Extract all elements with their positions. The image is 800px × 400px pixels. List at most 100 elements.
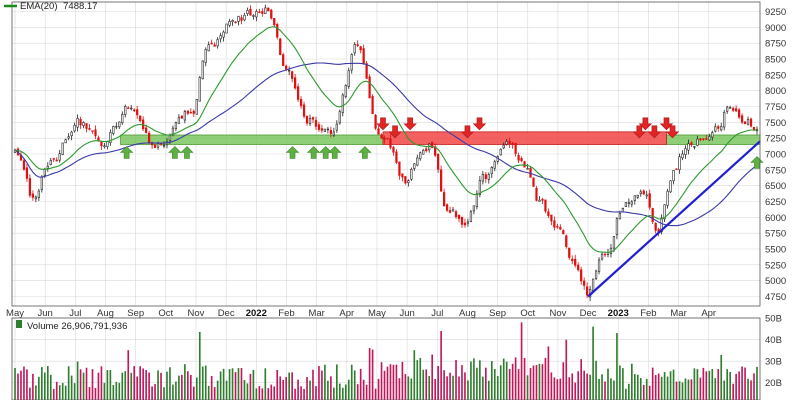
support-arrow-icon <box>180 146 194 159</box>
volume-bar <box>505 361 508 400</box>
candle <box>311 117 315 120</box>
candles <box>13 4 759 302</box>
support-arrow-icon <box>328 146 342 159</box>
volume-bar <box>216 380 219 400</box>
candle <box>735 108 738 112</box>
candle <box>472 205 476 212</box>
volume-bar <box>690 379 693 400</box>
candle <box>553 220 556 228</box>
volume-bar <box>324 364 326 400</box>
volume-tick-label: 50B <box>765 314 782 325</box>
candle <box>591 278 595 291</box>
volume-bar <box>88 387 91 400</box>
volume-bar <box>613 380 615 400</box>
volume-bar <box>38 376 40 400</box>
volume-bar <box>306 376 308 400</box>
volume-bar <box>67 366 70 400</box>
candle <box>168 134 172 141</box>
volume-bar <box>660 376 663 400</box>
month-axis: May Jun Jul Aug Sep Oct Nov Dec 2022 Feb Mar Apr May… <box>6 308 716 319</box>
volume-bar <box>693 368 696 400</box>
volume-bar <box>136 376 139 400</box>
month-tick-label: May <box>368 308 386 319</box>
volume-bar <box>118 382 121 400</box>
month-tick-label: Jul <box>431 308 443 319</box>
volume-bar <box>207 385 210 400</box>
candle <box>335 123 338 131</box>
volume-bar <box>657 373 660 400</box>
candle <box>145 127 148 133</box>
volume-bar <box>35 385 37 400</box>
candle <box>460 216 464 225</box>
candle <box>478 180 481 195</box>
volume-bar <box>508 368 511 400</box>
volume-bar <box>607 368 609 400</box>
price-tick-label: 5750 <box>765 229 786 240</box>
candle <box>445 204 449 211</box>
candle <box>618 213 622 220</box>
month-tick-label: Sep <box>489 308 506 319</box>
volume-bar <box>645 379 648 400</box>
candle <box>419 152 422 160</box>
volume-bar <box>663 372 666 400</box>
volume-bar <box>467 380 469 400</box>
resistance-arrow-icon <box>460 125 475 139</box>
candle <box>332 131 335 136</box>
candle <box>317 124 321 130</box>
price-tick-label: 9000 <box>765 23 786 34</box>
volume-bar <box>356 384 359 400</box>
price-tick-label: 7500 <box>765 118 786 129</box>
candle <box>180 115 184 119</box>
volume-bar <box>145 370 147 400</box>
candle <box>150 141 154 146</box>
candle <box>565 235 568 247</box>
candle <box>413 163 416 169</box>
volume-bar <box>148 372 150 400</box>
volume-bar <box>154 384 156 400</box>
month-tick-label: Sep <box>127 308 144 319</box>
candle <box>82 122 85 126</box>
candle <box>25 167 29 179</box>
volume-bar <box>315 386 317 400</box>
volume-bar <box>213 387 216 400</box>
candle <box>341 94 344 113</box>
volume-bar <box>744 367 746 400</box>
volume-bar <box>338 383 341 400</box>
candle <box>171 127 175 135</box>
candle <box>532 177 535 187</box>
candle <box>457 214 461 219</box>
volume-bar <box>330 376 332 400</box>
candle <box>204 49 207 63</box>
volume-bar <box>297 379 299 400</box>
volume-bar <box>705 371 708 400</box>
volume-bar <box>231 368 234 400</box>
candle <box>466 221 470 224</box>
resistance-arrow-icon <box>647 125 662 139</box>
volume-bar <box>279 376 282 400</box>
candle <box>279 38 282 56</box>
candle <box>28 178 32 196</box>
candle <box>133 109 136 112</box>
volume-bar <box>333 387 335 400</box>
volume-bar <box>91 369 94 400</box>
candle <box>365 63 368 79</box>
candle <box>192 110 195 114</box>
volume-bar <box>264 368 267 400</box>
sma50-line <box>14 62 758 227</box>
candle <box>410 169 413 180</box>
candle <box>535 187 538 201</box>
candle <box>320 128 324 131</box>
candle <box>702 138 705 140</box>
volume-bar <box>544 357 547 400</box>
volume-bar <box>139 366 141 400</box>
volume-bar <box>443 370 445 400</box>
volume-bar <box>559 378 562 400</box>
volume-bar <box>392 364 395 400</box>
volume-bar <box>100 366 103 400</box>
volume-bar <box>732 383 734 400</box>
volume-bar <box>648 385 651 400</box>
candle <box>654 223 657 231</box>
volume-legend-swatch <box>16 320 22 328</box>
candle <box>156 143 160 148</box>
